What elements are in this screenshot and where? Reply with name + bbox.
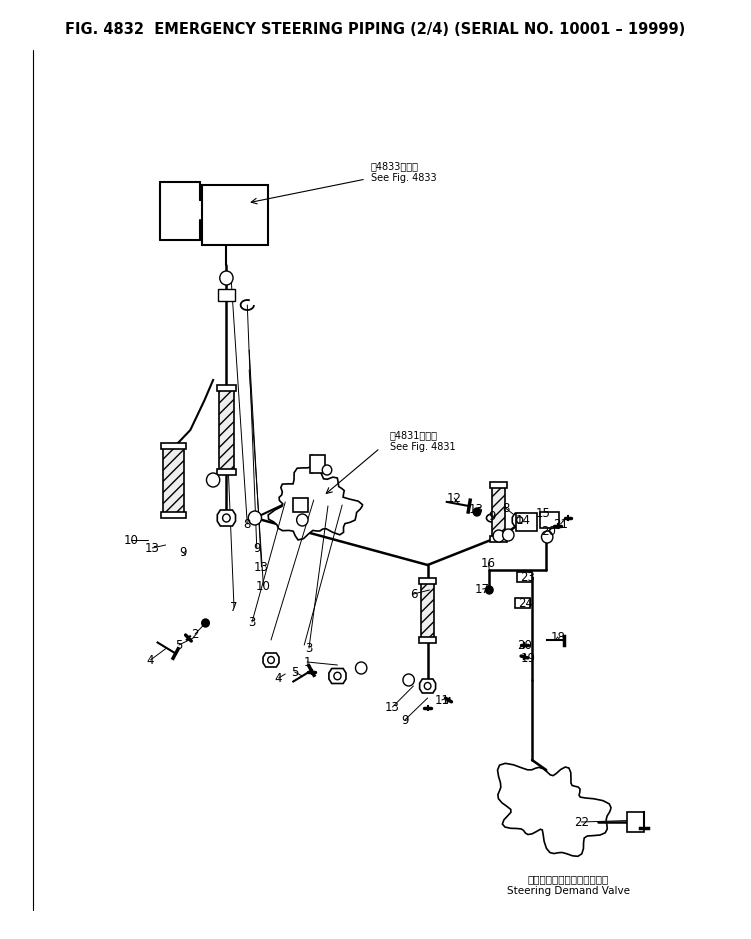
Bar <box>627 812 644 832</box>
Polygon shape <box>498 763 611 856</box>
Text: 17: 17 <box>475 582 490 595</box>
Text: 8: 8 <box>502 501 509 515</box>
Circle shape <box>267 656 274 664</box>
Text: ステアリングデマンドバルブ
Steering Demand Valve: ステアリングデマンドバルブ Steering Demand Valve <box>507 874 629 896</box>
Text: 5: 5 <box>291 666 298 679</box>
Text: 20: 20 <box>517 639 532 652</box>
Text: 23: 23 <box>520 571 535 583</box>
Text: 第4833図参照
See Fig. 4833: 第4833図参照 See Fig. 4833 <box>371 161 436 182</box>
Text: 18: 18 <box>550 630 565 643</box>
Bar <box>293 498 308 512</box>
Text: 12: 12 <box>447 491 462 504</box>
Text: 4: 4 <box>146 654 154 667</box>
Circle shape <box>220 271 233 285</box>
Circle shape <box>334 672 341 680</box>
Circle shape <box>424 683 431 689</box>
Bar <box>161 512 185 517</box>
Polygon shape <box>218 289 235 301</box>
Text: 9: 9 <box>488 510 496 522</box>
Polygon shape <box>512 514 527 527</box>
Circle shape <box>355 662 367 674</box>
Circle shape <box>322 465 332 475</box>
Text: 11: 11 <box>434 694 449 706</box>
Text: 19: 19 <box>520 652 535 665</box>
Text: 8: 8 <box>243 517 251 531</box>
Text: 15: 15 <box>536 506 550 519</box>
Text: 3: 3 <box>249 615 256 628</box>
Text: 13: 13 <box>254 561 269 574</box>
Bar <box>516 513 537 531</box>
Text: 9: 9 <box>401 714 409 727</box>
Text: 第4831図参照
See Fig. 4831: 第4831図参照 See Fig. 4831 <box>390 430 455 452</box>
Text: 24: 24 <box>518 596 533 609</box>
Polygon shape <box>217 510 236 526</box>
Text: 1: 1 <box>303 655 311 669</box>
Circle shape <box>485 586 493 594</box>
Bar <box>217 385 236 391</box>
Text: 6: 6 <box>409 588 417 601</box>
Text: 13: 13 <box>385 700 400 714</box>
Text: 20: 20 <box>541 525 556 537</box>
Text: 16: 16 <box>481 557 496 569</box>
Bar <box>202 185 268 245</box>
Bar <box>161 442 185 449</box>
Bar <box>517 572 532 582</box>
Bar <box>490 536 508 542</box>
Circle shape <box>202 619 210 627</box>
Polygon shape <box>268 467 363 540</box>
Text: 21: 21 <box>553 517 568 531</box>
Text: 10: 10 <box>124 533 139 546</box>
Circle shape <box>207 473 220 487</box>
Text: 7: 7 <box>231 601 238 613</box>
Circle shape <box>473 508 481 516</box>
Bar <box>515 598 530 608</box>
Bar <box>310 455 325 473</box>
Bar <box>540 512 559 528</box>
Bar <box>419 637 436 642</box>
Circle shape <box>297 514 308 526</box>
Text: 22: 22 <box>574 815 589 828</box>
Polygon shape <box>263 653 279 667</box>
Circle shape <box>222 514 231 522</box>
Text: 2: 2 <box>192 627 199 640</box>
Text: 13: 13 <box>145 542 160 555</box>
Bar <box>490 482 508 488</box>
Polygon shape <box>420 679 436 693</box>
Text: 9: 9 <box>179 546 186 559</box>
Text: 3: 3 <box>306 641 312 654</box>
Bar <box>163 448 184 513</box>
Text: FIG. 4832  EMERGENCY STEERING PIPING (2/4) (SERIAL NO. 10001 – 19999): FIG. 4832 EMERGENCY STEERING PIPING (2/4… <box>65 22 686 37</box>
Circle shape <box>517 516 523 523</box>
Text: 10: 10 <box>256 579 271 593</box>
Text: 14: 14 <box>516 514 531 527</box>
Text: 5: 5 <box>175 639 182 652</box>
Polygon shape <box>329 669 346 684</box>
Text: 9: 9 <box>253 542 261 555</box>
Bar <box>419 577 436 583</box>
Bar <box>219 390 234 470</box>
Text: 4: 4 <box>275 671 282 685</box>
Circle shape <box>502 529 514 541</box>
Circle shape <box>249 511 261 525</box>
Circle shape <box>493 530 505 542</box>
Bar <box>217 469 236 475</box>
Text: 13: 13 <box>469 502 484 516</box>
Bar <box>492 487 505 537</box>
Bar <box>421 582 434 638</box>
Circle shape <box>403 674 415 686</box>
Circle shape <box>541 531 553 543</box>
